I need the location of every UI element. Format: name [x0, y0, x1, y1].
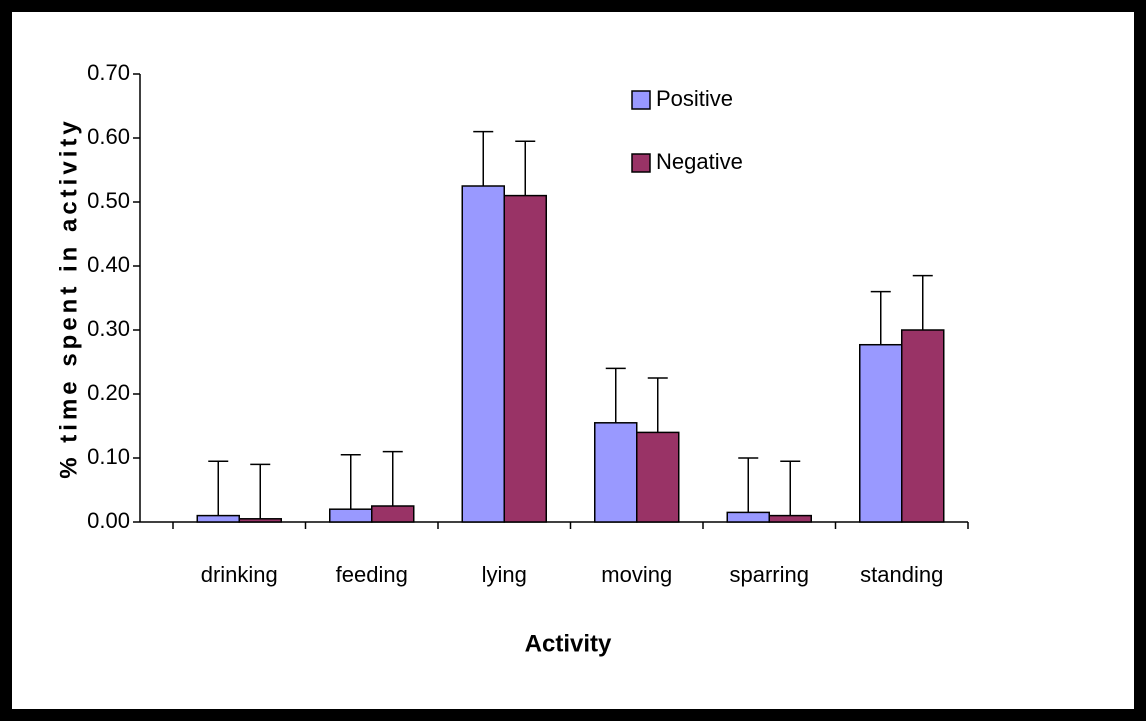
bar	[768, 514, 812, 523]
legend-swatch	[631, 90, 651, 110]
bar	[461, 185, 505, 523]
bar	[238, 518, 282, 523]
bar	[503, 194, 547, 523]
bar	[594, 422, 638, 523]
x-tick-label: drinking	[201, 562, 278, 587]
y-tick-label: 0.10	[87, 444, 130, 469]
bar	[329, 508, 373, 523]
bar	[726, 511, 770, 523]
y-tick-label: 0.30	[87, 316, 130, 341]
x-tick-label: lying	[482, 562, 527, 587]
y-tick-label: 0.20	[87, 380, 130, 405]
bar	[901, 329, 945, 523]
x-tick-label: sparring	[730, 562, 809, 587]
bar	[371, 505, 415, 523]
x-tick-label: feeding	[336, 562, 408, 587]
x-tick-label: standing	[860, 562, 943, 587]
bar	[636, 431, 680, 523]
y-tick-label: 0.40	[87, 252, 130, 277]
y-tick-label: 0.70	[87, 60, 130, 85]
y-tick-label: 0.60	[87, 124, 130, 149]
bar	[196, 514, 240, 523]
legend-swatch	[631, 153, 651, 173]
chart-background	[12, 12, 1134, 709]
legend-label: Negative	[656, 149, 743, 174]
y-axis-label: % time spent in activity	[55, 117, 82, 478]
x-axis-label: Activity	[525, 630, 612, 657]
bar	[859, 343, 903, 523]
x-tick-label: moving	[601, 562, 672, 587]
y-tick-label: 0.00	[87, 508, 130, 533]
y-tick-label: 0.50	[87, 188, 130, 213]
legend-label: Positive	[656, 86, 733, 111]
